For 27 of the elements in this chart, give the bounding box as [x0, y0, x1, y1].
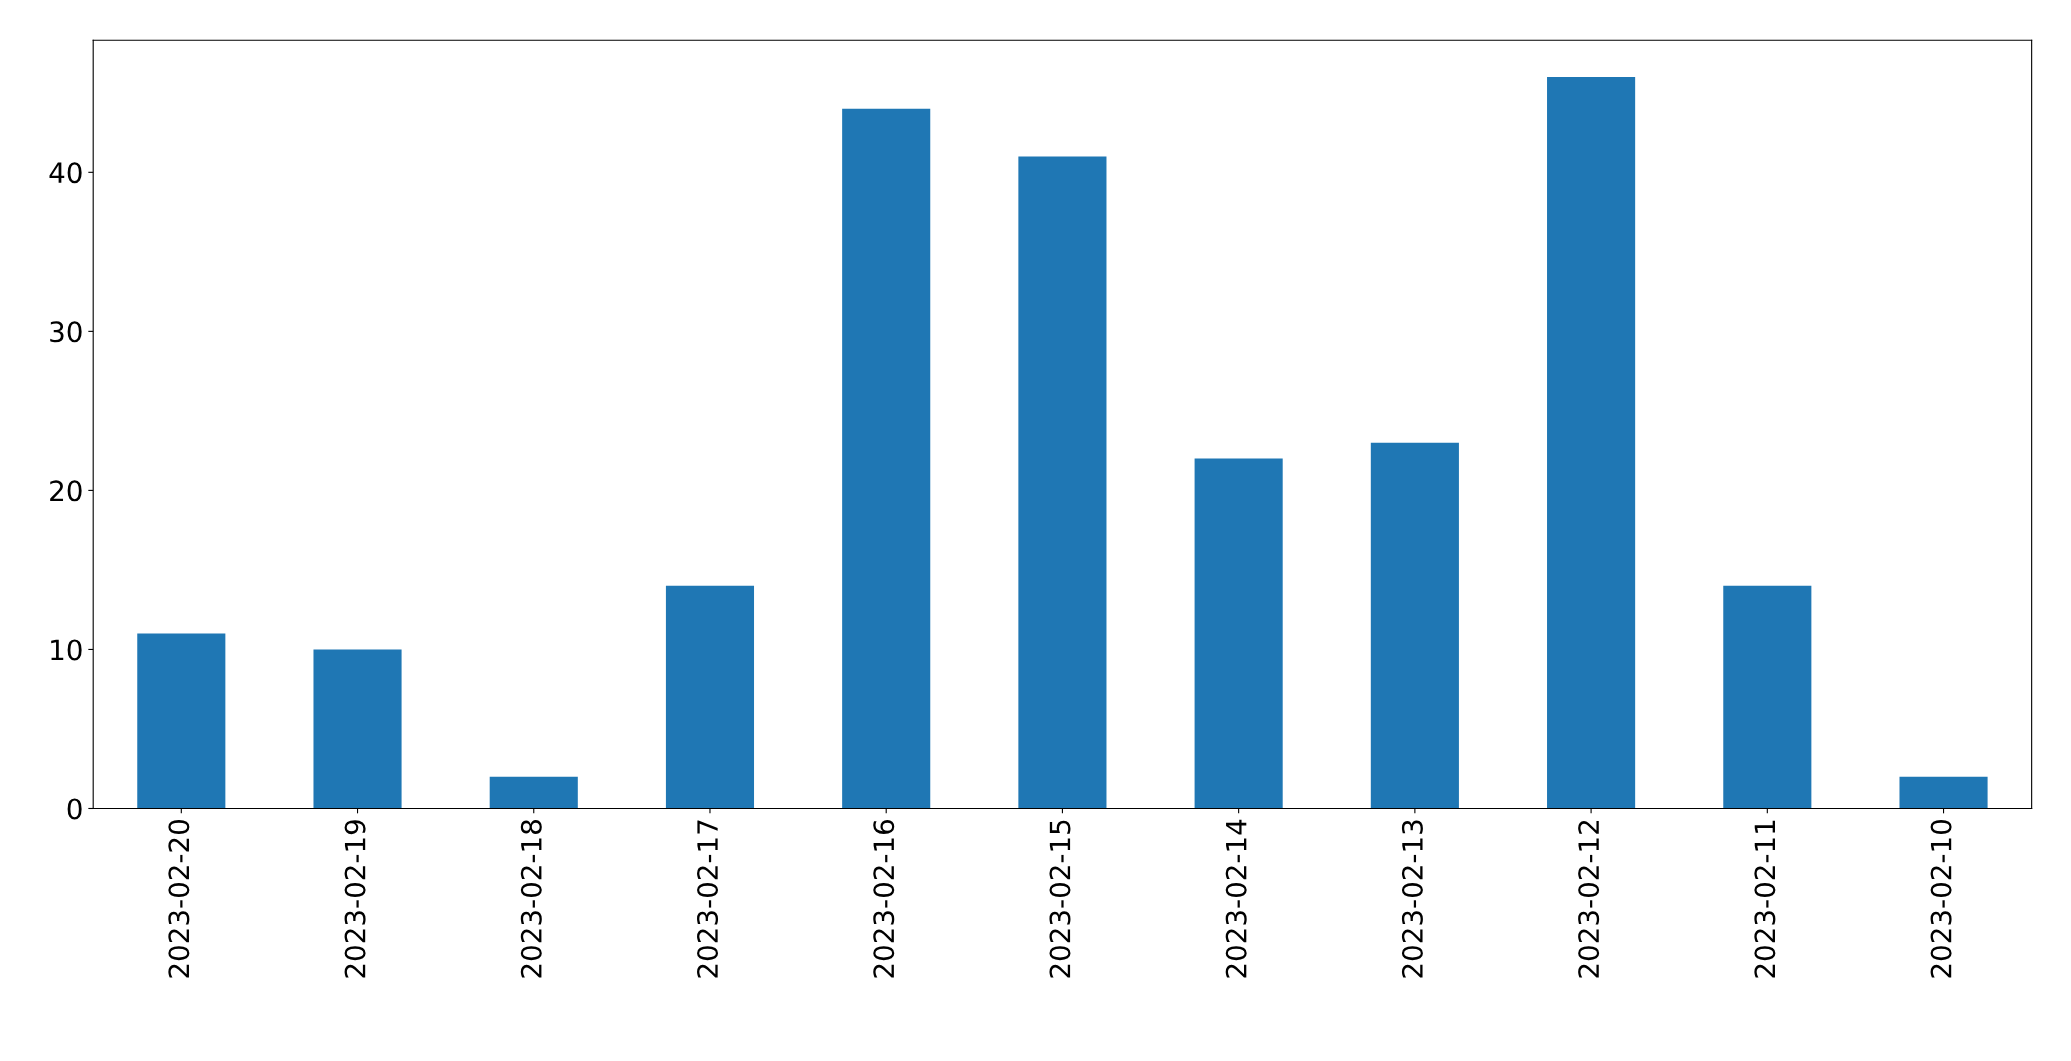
- bar: [1899, 776, 1988, 809]
- y-tick-label: 0: [67, 798, 82, 820]
- bar: [1370, 442, 1459, 809]
- x-tick-label: 2023-02-12: [1578, 820, 1600, 978]
- x-tick-label: 2023-02-18: [520, 820, 542, 978]
- bar: [137, 633, 226, 809]
- x-tick-label: 2023-02-11: [1754, 820, 1776, 978]
- x-tick-label: 2023-02-13: [1401, 820, 1423, 978]
- x-tick-label: 2023-02-10: [1930, 820, 1952, 978]
- y-tick-label: 40: [49, 162, 82, 184]
- x-tick-label: 2023-02-20: [168, 820, 190, 978]
- x-tick-label: 2023-02-17: [697, 820, 719, 978]
- bar: [1547, 76, 1636, 809]
- bar: [489, 776, 578, 809]
- y-tick-label: 20: [50, 480, 82, 502]
- bar: [1723, 585, 1812, 809]
- x-tick-label: 2023-02-14: [1225, 819, 1247, 978]
- bar: [313, 649, 402, 809]
- bar: [665, 585, 755, 809]
- x-tick-label: 2023-02-19: [344, 820, 366, 978]
- bar: [1194, 458, 1283, 809]
- x-tick-label: 2023-02-16: [873, 819, 895, 978]
- x-tick-label: 2023-02-15: [1049, 820, 1071, 978]
- bar: [842, 108, 931, 809]
- y-tick-label: 30: [50, 321, 82, 343]
- y-tick-label: 10: [51, 639, 82, 661]
- bar: [1018, 156, 1107, 809]
